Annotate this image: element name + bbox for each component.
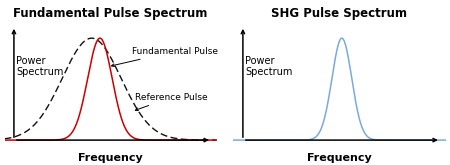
Text: Frequency: Frequency	[307, 153, 372, 163]
Text: Fundamental Pulse: Fundamental Pulse	[112, 47, 218, 66]
Text: Power
Spectrum: Power Spectrum	[245, 56, 292, 78]
Title: Fundamental Pulse Spectrum: Fundamental Pulse Spectrum	[14, 7, 208, 20]
Text: Power
Spectrum: Power Spectrum	[16, 56, 63, 78]
Text: Reference Pulse: Reference Pulse	[135, 93, 208, 111]
Text: Frequency: Frequency	[78, 153, 143, 163]
Title: SHG Pulse Spectrum: SHG Pulse Spectrum	[271, 7, 408, 20]
